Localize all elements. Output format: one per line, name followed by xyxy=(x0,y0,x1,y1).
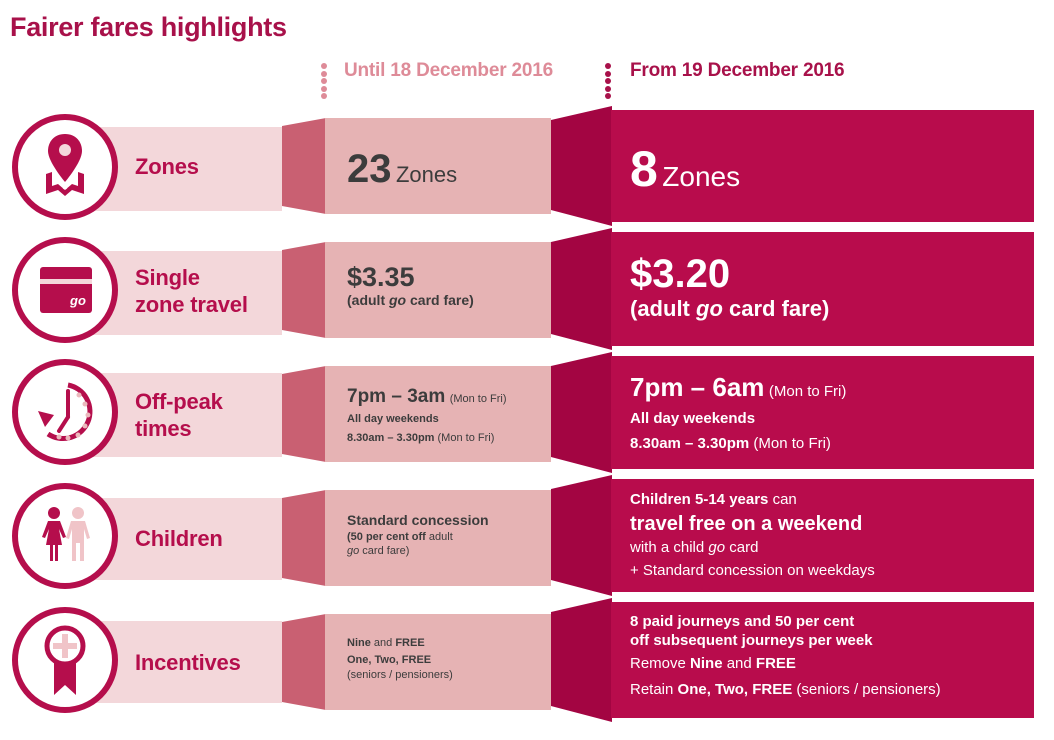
icon-circle: go xyxy=(12,237,118,343)
children-weekday-after: + Standard concession on weekdays xyxy=(630,562,875,579)
page-title: Fairer fares highlights xyxy=(10,12,287,42)
connector-after xyxy=(551,106,612,226)
icon-circle xyxy=(12,483,118,589)
after-panel: 8 paid journeys and 50 per cent off subs… xyxy=(611,602,1034,718)
children-free-weekend-after: travel free on a weekend xyxy=(630,513,863,535)
children-icon xyxy=(42,507,90,561)
offpeak-evening-after: 7pm – 6am (Mon to Fri) xyxy=(630,372,847,402)
after-panel: $3.20 (adult go card fare) xyxy=(611,232,1034,346)
icon-circle xyxy=(12,607,118,713)
children-concession-before: Standard concession xyxy=(347,512,489,528)
connector-before xyxy=(282,366,326,462)
after-panel: 8 Zones xyxy=(611,110,1034,222)
incentive-retain-after: Retain One, Two, FREE (seniors / pension… xyxy=(630,681,941,698)
incentive-nine-free-before: Nine and FREE xyxy=(347,637,425,649)
incentive-paid-journeys-after: 8 paid journeys and 50 per cent xyxy=(630,613,855,630)
label-band xyxy=(90,251,282,335)
connector-before xyxy=(282,242,326,338)
offpeak-weekends-after: All day weekends xyxy=(630,410,756,427)
dotted-divider-before xyxy=(321,63,327,99)
dotted-divider-after xyxy=(605,63,611,99)
zones-unit-before: Zones xyxy=(395,162,458,187)
zones-count-before: 23 xyxy=(347,147,392,191)
label-band xyxy=(90,373,282,457)
zones-count-after: 8 xyxy=(630,141,658,197)
before-panel: 23 Zones xyxy=(325,118,551,214)
price-note-before: (adult go card fare) xyxy=(347,292,474,308)
connector-after xyxy=(551,228,612,350)
row-label: Off-peak times xyxy=(135,389,223,441)
connector-before xyxy=(282,614,326,710)
offpeak-evening-before: 7pm – 3am (Mon to Fri) xyxy=(347,386,507,407)
column-heading-after: From 19 December 2016 xyxy=(630,60,845,81)
connector-after xyxy=(551,475,612,596)
go-card-icon: go xyxy=(40,267,92,313)
column-heading-before: Until 18 December 2016 xyxy=(344,60,553,81)
incentive-remove-after: Remove Nine and FREE xyxy=(630,655,796,672)
offpeak-weekends-before: All day weekends xyxy=(347,413,439,425)
offpeak-daytime-before: 8.30am – 3.30pm (Mon to Fri) xyxy=(347,432,495,444)
after-panel: 7pm – 6am (Mon to Fri) All day weekends … xyxy=(611,356,1034,469)
map-pin-icon xyxy=(46,134,84,196)
row-label: Zones xyxy=(135,154,199,179)
price-before: $3.35 xyxy=(347,262,415,292)
label-band xyxy=(90,127,282,211)
icon-circle xyxy=(12,359,118,465)
connector-before xyxy=(282,490,326,586)
before-panel: Standard concession (50 per cent off adu… xyxy=(325,490,551,586)
children-fare-before: go card fare) xyxy=(347,545,410,557)
award-ribbon-icon xyxy=(44,625,86,695)
connector-before xyxy=(282,118,326,214)
children-card-after: with a child go card xyxy=(630,539,759,556)
children-discount-before: (50 per cent off adult xyxy=(347,531,453,543)
row-label: Children xyxy=(135,526,223,551)
before-panel: Nine and FREE One, Two, FREE (seniors / … xyxy=(325,614,551,710)
before-panel: 7pm – 3am (Mon to Fri) All day weekends … xyxy=(325,366,551,462)
label-band xyxy=(90,621,282,703)
row-label: Single zone travel xyxy=(135,265,248,317)
label-band xyxy=(90,498,282,580)
connector-after xyxy=(551,598,612,722)
zones-unit-after: Zones xyxy=(662,161,741,192)
incentive-one-two-free-before: One, Two, FREE xyxy=(347,654,432,666)
row-label: Incentives xyxy=(135,650,241,675)
connector-after xyxy=(551,352,612,473)
children-age-after: Children 5-14 years can xyxy=(630,491,797,508)
incentive-seniors-before: (seniors / pensioners) xyxy=(347,669,453,681)
svg-text:go: go xyxy=(69,293,86,308)
offpeak-daytime-after: 8.30am – 3.30pm (Mon to Fri) xyxy=(630,435,831,452)
icon-circle xyxy=(12,114,118,220)
clock-icon xyxy=(38,382,93,442)
incentive-subsequent-after: off subsequent journeys per week xyxy=(630,632,873,649)
before-panel: $3.35 (adult go card fare) xyxy=(325,242,551,338)
after-panel: Children 5-14 years can travel free on a… xyxy=(611,479,1034,592)
price-after: $3.20 xyxy=(630,252,731,296)
price-note-after: (adult go card fare) xyxy=(630,296,830,321)
